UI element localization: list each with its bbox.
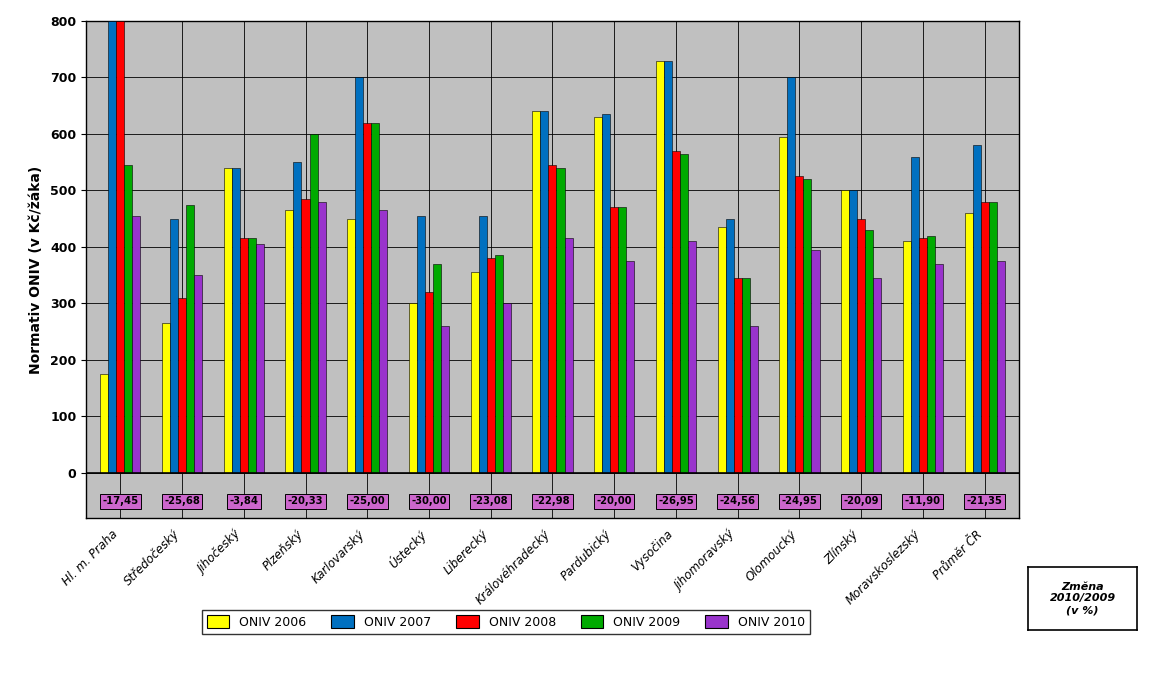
Bar xyxy=(927,236,935,472)
Bar xyxy=(348,218,356,472)
Bar xyxy=(973,146,981,472)
Bar xyxy=(549,165,556,473)
Bar xyxy=(372,122,380,472)
Bar xyxy=(231,168,239,473)
Bar xyxy=(247,239,256,472)
Y-axis label: Normativ ONIV (v Kč/žáka): Normativ ONIV (v Kč/žáka) xyxy=(30,165,44,374)
Text: -24,95: -24,95 xyxy=(782,496,817,506)
Bar xyxy=(479,216,487,472)
Bar xyxy=(256,244,264,472)
Bar xyxy=(417,216,425,472)
Bar xyxy=(787,78,795,473)
Bar xyxy=(594,117,602,472)
Bar xyxy=(688,241,696,472)
Text: -26,95: -26,95 xyxy=(658,496,694,506)
Text: -22,98: -22,98 xyxy=(535,496,570,506)
Bar xyxy=(866,230,874,472)
Bar xyxy=(100,374,108,472)
Bar xyxy=(380,210,388,473)
Bar xyxy=(741,278,749,473)
Bar xyxy=(981,202,989,472)
Bar xyxy=(997,261,1005,473)
Bar xyxy=(672,151,680,473)
Text: -20,09: -20,09 xyxy=(844,496,879,506)
Bar xyxy=(935,264,943,472)
Bar xyxy=(195,275,203,473)
Bar xyxy=(186,204,195,472)
Bar xyxy=(310,134,318,472)
Bar xyxy=(779,136,787,472)
Bar xyxy=(132,216,140,472)
Bar xyxy=(602,114,610,473)
Bar xyxy=(874,278,882,473)
Bar xyxy=(223,168,231,473)
Bar xyxy=(841,190,849,472)
Bar xyxy=(425,292,433,472)
Bar xyxy=(471,272,479,472)
Legend: ONIV 2006, ONIV 2007, ONIV 2008, ONIV 2009, ONIV 2010: ONIV 2006, ONIV 2007, ONIV 2008, ONIV 20… xyxy=(201,610,810,634)
Text: -21,35: -21,35 xyxy=(967,496,1003,506)
Bar xyxy=(441,326,449,473)
Bar xyxy=(849,190,857,472)
Bar xyxy=(717,227,725,472)
Bar xyxy=(116,21,124,472)
Bar xyxy=(170,218,178,472)
Bar xyxy=(318,202,326,472)
Text: -25,68: -25,68 xyxy=(165,496,200,506)
Bar xyxy=(364,122,372,472)
Bar xyxy=(664,60,672,473)
Bar xyxy=(733,278,741,473)
Bar xyxy=(356,78,364,473)
Bar xyxy=(857,218,866,472)
Bar xyxy=(725,218,733,472)
Bar xyxy=(108,21,116,472)
Text: -30,00: -30,00 xyxy=(411,496,447,506)
Bar xyxy=(239,239,247,472)
Text: -3,84: -3,84 xyxy=(229,496,258,506)
Text: -25,00: -25,00 xyxy=(350,496,386,506)
Bar xyxy=(533,111,541,472)
Bar xyxy=(626,261,634,473)
Bar xyxy=(178,298,186,472)
Bar xyxy=(618,207,626,473)
Bar xyxy=(918,239,927,472)
Bar xyxy=(965,213,973,472)
Bar xyxy=(803,179,811,472)
Bar xyxy=(680,154,688,473)
Text: -23,08: -23,08 xyxy=(473,496,509,506)
Bar xyxy=(124,165,132,473)
Bar xyxy=(541,111,549,472)
Bar xyxy=(294,162,302,472)
Text: -20,33: -20,33 xyxy=(288,496,323,506)
Bar xyxy=(556,168,564,473)
Bar xyxy=(610,207,618,473)
Bar xyxy=(487,258,495,473)
Text: Změna
2010/2009
(v %): Změna 2010/2009 (v %) xyxy=(1050,582,1115,615)
Bar xyxy=(302,199,310,472)
Bar xyxy=(902,241,910,472)
Bar xyxy=(285,210,294,473)
Bar xyxy=(795,176,803,472)
Bar xyxy=(162,323,170,473)
Bar xyxy=(564,239,572,472)
Bar xyxy=(811,250,820,472)
Bar xyxy=(749,326,757,473)
Bar xyxy=(433,264,441,472)
Bar xyxy=(503,303,511,473)
Bar xyxy=(910,157,918,473)
Bar xyxy=(656,60,664,473)
Bar xyxy=(989,202,997,472)
Text: -20,00: -20,00 xyxy=(596,496,632,506)
Text: -24,56: -24,56 xyxy=(719,496,756,506)
Bar xyxy=(409,303,417,473)
Text: -17,45: -17,45 xyxy=(102,496,138,506)
Bar xyxy=(495,256,503,472)
Text: -11,90: -11,90 xyxy=(905,496,940,506)
